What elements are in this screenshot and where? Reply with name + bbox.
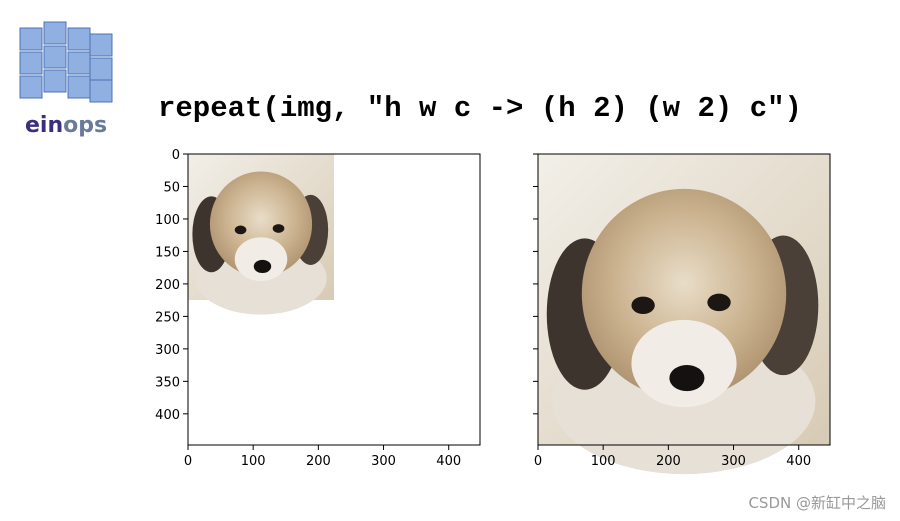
x-tick-label: 200 xyxy=(306,454,331,469)
x-tick-label: 400 xyxy=(786,454,811,469)
axes-frame xyxy=(537,153,831,446)
x-tick-label: 100 xyxy=(591,454,616,469)
logo-part: ein xyxy=(25,113,63,138)
panels: 0 100 200 300 400 0 50 100 150 200 250 300 350 400 0 10… xyxy=(155,148,831,475)
code-title: repeat(img, "h w c -> (h 2) (w 2) c") xyxy=(158,92,802,125)
y-tick-label: 150 xyxy=(155,245,180,260)
y-tick-label: 250 xyxy=(155,310,180,325)
x-tick-label: 300 xyxy=(371,454,396,469)
x-tick-label: 0 xyxy=(534,454,542,469)
x-tick-label: 300 xyxy=(721,454,746,469)
x-tick-label: 400 xyxy=(436,454,461,469)
y-tick-label: 0 xyxy=(172,148,180,163)
axes-frame xyxy=(187,153,481,446)
x-tick-label: 200 xyxy=(656,454,681,469)
logo: einops xyxy=(19,21,113,138)
y-tick-label: 400 xyxy=(155,408,180,423)
x-tick-label: 0 xyxy=(184,454,192,469)
image-large xyxy=(538,154,830,475)
y-tick-label: 50 xyxy=(163,180,180,195)
y-tick-label: 350 xyxy=(155,375,180,390)
y-tick-label: 200 xyxy=(155,278,180,293)
y-tick-label: 300 xyxy=(155,343,180,358)
logo-text: einops xyxy=(25,113,107,138)
x-tick-label: 100 xyxy=(241,454,266,469)
y-tick-label: 100 xyxy=(155,213,180,228)
logo-part: ops xyxy=(63,113,107,138)
image-small xyxy=(188,154,334,315)
watermark: CSDN @新缸中之脑 xyxy=(748,494,886,512)
